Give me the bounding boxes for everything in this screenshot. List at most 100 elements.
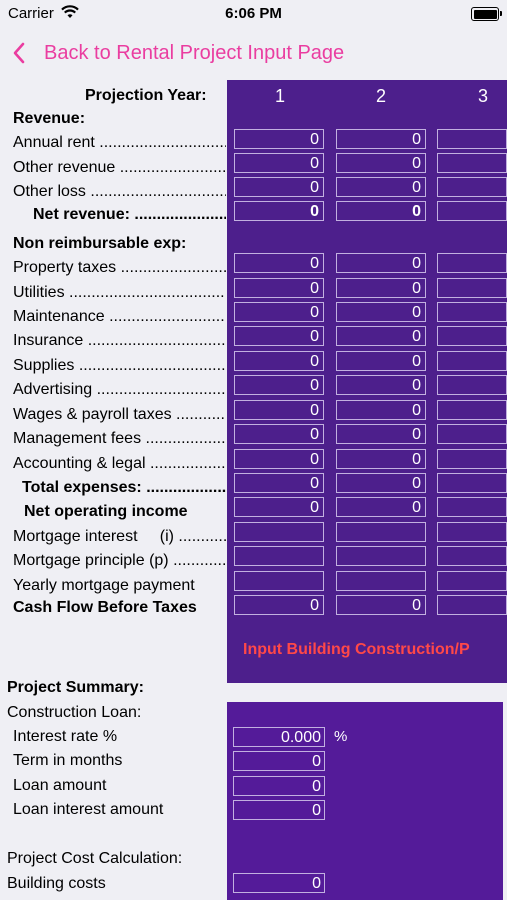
annual-rent-y1-input[interactable]: 0 [234,129,324,149]
management-fees-y3-input[interactable] [437,424,507,444]
supplies-y1-input[interactable]: 0 [234,351,324,371]
annual-rent-label: Annual rent [13,134,226,152]
other-loss-label: Other loss [13,183,226,201]
mortgage-principle-y1-value [234,546,324,566]
accounting-y1-input[interactable]: 0 [234,449,324,469]
project-summary-title: Project Summary: [7,679,144,696]
year-1-header: 1 [274,86,285,106]
non-reimbursable-heading: Non reimbursable exp: [13,235,187,252]
back-button[interactable]: Back to Rental Project Input Page [12,38,344,68]
loan-amount-label: Loan amount [13,777,107,794]
noi-y1-value: 0 [234,497,324,517]
accounting-label: Accounting & legal [13,455,226,473]
advertising-y1-input[interactable]: 0 [234,375,324,395]
cash-flow-y3-value [437,595,507,615]
supplies-y3-input[interactable] [437,351,507,371]
insurance-y3-input[interactable] [437,326,507,346]
maintenance-y3-input[interactable] [437,302,507,322]
utilities-y3-input[interactable] [437,278,507,298]
property-taxes-label: Property taxes [13,259,226,277]
building-costs-label: Building costs [7,875,106,892]
mortgage-interest-y3-value [437,522,507,542]
percent-unit: % [334,728,348,745]
maintenance-y1-input[interactable]: 0 [234,302,324,322]
total-expenses-label: Total expenses: [22,479,226,497]
net-revenue-y2-value: 0 [336,201,426,221]
other-revenue-y1-input[interactable]: 0 [234,153,324,173]
revenue-heading: Revenue: [13,110,86,127]
insurance-y1-input[interactable]: 0 [234,326,324,346]
back-label: Back to Rental Project Input Page [44,41,345,64]
projection-year-label: Projection Year: [85,87,207,104]
accounting-y3-input[interactable] [437,449,507,469]
advertising-y3-input[interactable] [437,375,507,395]
building-costs-input[interactable]: 0 [233,873,325,893]
property-taxes-y3-input[interactable] [437,253,507,273]
noi-y2-value: 0 [336,497,426,517]
management-fees-label: Management fees [13,430,226,448]
status-bar: Carrier 6:06 PM [0,0,507,28]
wages-y2-input[interactable]: 0 [336,400,426,420]
mortgage-interest-y2-value [336,522,426,542]
total-expenses-y1-value: 0 [234,473,324,493]
chevron-left-icon [13,42,25,64]
management-fees-y2-input[interactable]: 0 [336,424,426,444]
property-taxes-y1-input[interactable]: 0 [234,253,324,273]
other-revenue-label: Other revenue [13,159,226,177]
year-3-header: 3 [477,86,488,106]
yearly-mortgage-label: Yearly mortgage payment [13,577,195,594]
maintenance-y2-input[interactable]: 0 [336,302,426,322]
wages-y3-input[interactable] [437,400,507,420]
cash-flow-y2-value: 0 [336,595,426,615]
utilities-y2-input[interactable]: 0 [336,278,426,298]
management-fees-y1-input[interactable]: 0 [234,424,324,444]
construction-input-warning[interactable]: Input Building Construction/P [243,641,470,658]
noi-label: Net operating income [24,503,188,520]
cash-flow-label: Cash Flow Before Taxes [13,599,197,616]
wages-label: Wages & payroll taxes [13,406,226,424]
mortgage-interest-label: Mortgage interest (i) [13,528,226,546]
net-revenue-y1-value: 0 [234,201,324,221]
utilities-y1-input[interactable]: 0 [234,278,324,298]
battery-icon [471,7,502,21]
term-months-label: Term in months [13,752,123,769]
advertising-y2-input[interactable]: 0 [336,375,426,395]
other-revenue-y2-input[interactable]: 0 [336,153,426,173]
cash-flow-y1-value: 0 [234,595,324,615]
mortgage-principle-y3-value [437,546,507,566]
net-revenue-label: Net revenue: [33,206,226,224]
total-expenses-y3-value [437,473,507,493]
other-loss-y1-input[interactable]: 0 [234,177,324,197]
noi-y3-value [437,497,507,517]
advertising-label: Advertising [13,381,226,399]
clock: 6:06 PM [225,5,282,22]
accounting-y2-input[interactable]: 0 [336,449,426,469]
interest-rate-label: Interest rate % [13,728,118,745]
utilities-label: Utilities [13,284,226,302]
term-months-input[interactable]: 0 [233,751,325,771]
loan-interest-value: 0 [233,800,325,820]
property-taxes-y2-input[interactable]: 0 [336,253,426,273]
other-loss-y3-input[interactable] [437,177,507,197]
insurance-label: Insurance [13,332,226,350]
mortgage-principle-y2-value [336,546,426,566]
insurance-y2-input[interactable]: 0 [336,326,426,346]
carrier-label: Carrier [8,5,54,22]
loan-amount-input[interactable]: 0 [233,776,325,796]
supplies-y2-input[interactable]: 0 [336,351,426,371]
cost-calculation-heading: Project Cost Calculation: [7,850,183,867]
annual-rent-y2-input[interactable]: 0 [336,129,426,149]
other-revenue-y3-input[interactable] [437,153,507,173]
yearly-mortgage-y2-value [336,571,426,591]
wifi-icon [61,5,79,18]
wages-y1-input[interactable]: 0 [234,400,324,420]
other-loss-y2-input[interactable]: 0 [336,177,426,197]
interest-rate-input[interactable]: 0.000 [233,727,325,747]
supplies-label: Supplies [13,357,226,375]
annual-rent-y3-input[interactable] [437,129,507,149]
construction-loan-heading: Construction Loan: [7,704,142,721]
mortgage-principle-label: Mortgage principle (p) [13,552,226,570]
yearly-mortgage-y1-value [234,571,324,591]
mortgage-interest-y1-value [234,522,324,542]
total-expenses-y2-value: 0 [336,473,426,493]
